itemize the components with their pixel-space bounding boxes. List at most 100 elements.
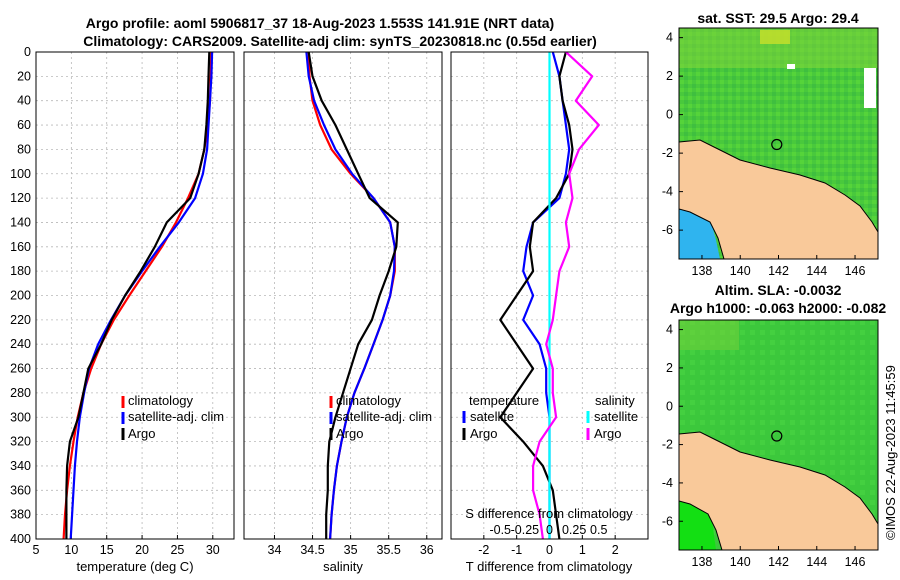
sla-land xyxy=(679,431,878,550)
x-tick-label: 1 xyxy=(579,543,586,557)
map-x-tick-label: 144 xyxy=(806,264,827,278)
map-x-tick-label: 144 xyxy=(806,555,827,569)
depth-tick-label: 120 xyxy=(10,191,31,205)
sla-argo-marker xyxy=(771,430,783,442)
sst-gap-2 xyxy=(864,68,876,108)
x-tick-label: -1 xyxy=(511,543,522,557)
depth-tick-label: 180 xyxy=(10,264,31,278)
x-tick-label: 34.5 xyxy=(300,543,324,557)
difference-legend: temperature satellite Argo salinity sate… xyxy=(462,393,638,441)
x-tick-label: 20 xyxy=(135,543,149,557)
sst-cool-patch xyxy=(679,205,720,259)
x-tick-label: 35.5 xyxy=(377,543,401,557)
sla-map-title-1: Altim. SLA: -0.0032 xyxy=(715,282,842,298)
legend-sal-satellite: satellite xyxy=(594,409,638,424)
depth-tick-label: 260 xyxy=(10,362,31,376)
depth-tick-label: 300 xyxy=(10,410,31,424)
depth-tick-label: 40 xyxy=(17,94,31,108)
difference-axes-frame xyxy=(450,51,649,540)
sst-land xyxy=(679,139,878,259)
difference-panel: -2 -1 0 1 2 -0.5 -0.25 0 0.25 0.5 S difference f… xyxy=(450,51,649,574)
legend-sal-argo: Argo xyxy=(594,426,621,441)
series-line-argo xyxy=(307,52,399,539)
map-x-tick-label: 140 xyxy=(730,264,751,278)
x-tick-label: 0 xyxy=(546,543,553,557)
temperature-legend: climatology satellite-adj. clim Argo xyxy=(121,393,224,441)
legend-temp-satellite: satellite xyxy=(470,409,514,424)
map-y-tick-label: 0 xyxy=(666,108,673,122)
map-y-tick-label: -6 xyxy=(662,223,673,237)
map-y-tick-label: -6 xyxy=(662,514,673,528)
series-line-argo xyxy=(65,52,211,539)
map-x-tick-label: 146 xyxy=(845,264,866,278)
depth-tick-label: 20 xyxy=(17,69,31,83)
map-x-tick-label: 140 xyxy=(730,555,751,569)
salinity-panel: 34 34.5 35 35.5 36 salinity climatology sate… xyxy=(243,51,443,574)
map-x-tick-label: 142 xyxy=(768,264,789,278)
legend-climatology: climatology xyxy=(128,393,194,408)
map-y-tick-label: 4 xyxy=(666,31,673,45)
depth-tick-label: 400 xyxy=(10,532,31,546)
temperature-xlabel: temperature (deg C) xyxy=(76,559,193,574)
depth-tick-label: 100 xyxy=(10,167,31,181)
credit-text: ©IMOS 22-Aug-2023 11:45:59 xyxy=(883,365,898,540)
map-y-tick-label: -2 xyxy=(662,438,673,452)
series-line-salinity-argo xyxy=(531,52,600,539)
s-difference-label: S difference from climatology xyxy=(465,506,633,521)
depth-tick-label: 200 xyxy=(10,289,31,303)
legend-satellite-adj-2: satellite-adj. clim xyxy=(336,409,432,424)
top-tick-label: 0 xyxy=(546,523,553,537)
legend-satellite-adj: satellite-adj. clim xyxy=(128,409,224,424)
map-x-tick-label: 138 xyxy=(692,264,713,278)
x-tick-label: -2 xyxy=(478,543,489,557)
depth-tick-label: 340 xyxy=(10,459,31,473)
top-tick-label: -0.5 xyxy=(489,523,511,537)
map-y-tick-label: 2 xyxy=(666,361,673,375)
legend-argo-2: Argo xyxy=(336,426,363,441)
salinity-legend: climatology satellite-adj. clim Argo xyxy=(329,393,432,441)
title-line-2: Climatology: CARS2009. Satellite-adj cli… xyxy=(83,33,597,49)
depth-tick-label: 160 xyxy=(10,240,31,254)
x-tick-label: 5 xyxy=(33,543,40,557)
title-line-1: Argo profile: aoml 5906817_37 18-Aug-202… xyxy=(86,15,554,31)
x-tick-label: 34 xyxy=(268,543,282,557)
top-tick-label: -0.25 xyxy=(511,523,540,537)
salinity-axes-frame xyxy=(243,51,443,540)
depth-tick-label: 280 xyxy=(10,386,31,400)
top-tick-label: 0.5 xyxy=(590,523,607,537)
sst-gap xyxy=(787,64,795,69)
legend-argo: Argo xyxy=(128,426,155,441)
sst-map: sat. SST: 29.5 Argo: 29.4 138 140 142 144 14… xyxy=(662,10,879,278)
depth-tick-label: 240 xyxy=(10,337,31,351)
sla-highlight xyxy=(679,320,739,350)
x-tick-label: 10 xyxy=(64,543,78,557)
depth-tick-label: 60 xyxy=(17,118,31,132)
temperature-panel: 0 20 40 60 80 100 120 140 160 180 200 220 240 260 280 3… xyxy=(10,45,235,574)
x-tick-label: 15 xyxy=(100,543,114,557)
depth-tick-label: 80 xyxy=(17,142,31,156)
map-y-tick-label: 2 xyxy=(666,69,673,83)
sla-map: Altim. SLA: -0.0032 Argo h1000: -0.063 h… xyxy=(662,282,886,569)
x-tick-label: 25 xyxy=(170,543,184,557)
sla-bright-patch xyxy=(679,500,716,550)
legend-temp-argo: Argo xyxy=(470,426,497,441)
sst-map-title: sat. SST: 29.5 Argo: 29.4 xyxy=(697,10,859,26)
legend-salinity-heading: salinity xyxy=(595,393,635,408)
depth-tick-label: 320 xyxy=(10,435,31,449)
map-y-tick-label: -4 xyxy=(662,185,673,199)
sst-argo-marker xyxy=(771,138,783,151)
map-x-tick-label: 138 xyxy=(692,555,713,569)
salinity-xlabel: salinity xyxy=(323,559,363,574)
depth-tick-label: 380 xyxy=(10,508,31,522)
legend-climatology-2: climatology xyxy=(336,393,402,408)
map-y-tick-label: 0 xyxy=(666,399,673,413)
t-difference-label: T difference from climatology xyxy=(466,559,633,574)
map-x-tick-label: 146 xyxy=(845,555,866,569)
x-tick-label: 30 xyxy=(206,543,220,557)
series-line-satellite-adj-clim xyxy=(305,52,396,539)
x-tick-label: 36 xyxy=(420,543,434,557)
depth-tick-label: 0 xyxy=(24,45,31,59)
depth-tick-label: 140 xyxy=(10,215,31,229)
map-y-tick-label: -2 xyxy=(662,146,673,160)
